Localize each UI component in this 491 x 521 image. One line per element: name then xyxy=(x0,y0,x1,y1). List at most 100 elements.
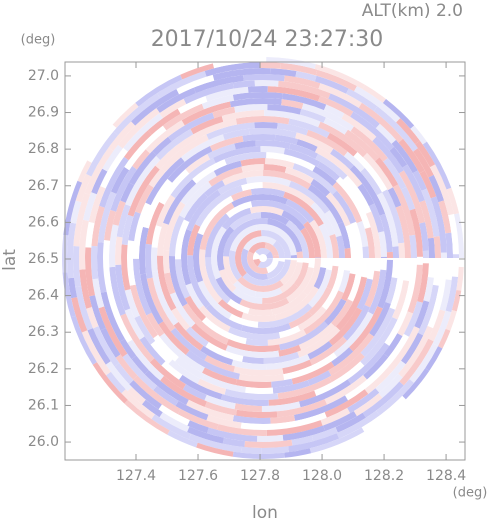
echo-cell xyxy=(295,71,317,82)
echo-cell xyxy=(326,265,339,290)
echo-cell xyxy=(382,189,405,244)
echo-cell xyxy=(187,426,224,444)
echo-cell xyxy=(337,221,351,249)
echo-cell xyxy=(266,354,310,370)
echo-cell xyxy=(207,143,236,160)
echo-cell xyxy=(343,175,372,214)
echo-cell xyxy=(284,448,311,458)
echo-cell xyxy=(155,194,176,227)
echo-cell xyxy=(308,269,332,308)
echo-cell xyxy=(315,257,322,258)
echo-cell xyxy=(427,291,444,329)
echo-cell xyxy=(124,289,140,318)
echo-cell xyxy=(112,102,139,128)
echo-cell xyxy=(202,374,246,393)
echo-cell xyxy=(223,218,268,257)
echo-cell xyxy=(291,435,314,446)
echo-cell xyxy=(129,380,162,410)
echo-cell xyxy=(200,345,234,366)
echo-cell xyxy=(419,200,434,239)
echo-cell xyxy=(148,168,166,188)
echo-field xyxy=(61,56,465,459)
altitude-label: ALT(km) 2.0 xyxy=(362,1,463,21)
echo-cell xyxy=(285,220,309,258)
echo-cell xyxy=(270,415,296,424)
echo-cell xyxy=(127,339,164,381)
echo-cell xyxy=(207,427,258,442)
echo-cell xyxy=(286,267,314,303)
echo-cell xyxy=(213,146,261,164)
echo-cell xyxy=(454,213,465,258)
echo-cell xyxy=(158,321,190,355)
echo-cell xyxy=(168,256,188,307)
echo-cell xyxy=(362,84,386,103)
echo-cell xyxy=(350,111,395,151)
echo-cell xyxy=(229,98,282,108)
echo-cell xyxy=(263,170,312,190)
echo-cell xyxy=(160,375,207,407)
echo-cell xyxy=(281,210,306,231)
echo-cell xyxy=(121,244,131,291)
echo-cell xyxy=(349,165,386,216)
echo-cell xyxy=(221,207,252,230)
echo-cell xyxy=(175,400,209,421)
echo-cell xyxy=(260,145,285,155)
echo-cell xyxy=(307,370,332,386)
echo-cell xyxy=(205,213,230,258)
echo-cell xyxy=(283,191,324,227)
echo-cell xyxy=(190,115,224,135)
echo-cell xyxy=(336,410,380,439)
echo-cell xyxy=(414,300,430,329)
echo-cell xyxy=(347,265,363,302)
echo-cell xyxy=(221,109,265,122)
echo-cell xyxy=(70,315,97,365)
echo-cell xyxy=(164,272,176,295)
echo-cell xyxy=(336,235,345,258)
echo-cell xyxy=(397,311,414,337)
echo-cell xyxy=(391,139,418,174)
echo-cell xyxy=(173,321,204,351)
echo-cell xyxy=(234,140,256,150)
echo-cell xyxy=(177,409,219,430)
echo-cell xyxy=(177,95,208,114)
echo-cell xyxy=(175,259,191,299)
echo-cell xyxy=(306,129,348,157)
echo-cell xyxy=(232,415,271,424)
echo-cell xyxy=(103,240,110,273)
echo-cell xyxy=(197,195,234,236)
echo-cell xyxy=(75,173,92,203)
y-tick-label: 26.5 xyxy=(28,251,59,267)
echo-cell xyxy=(331,347,354,367)
echo-cell xyxy=(323,117,348,135)
echo-cell xyxy=(131,355,149,375)
echo-cell xyxy=(272,380,310,394)
echo-cell xyxy=(315,69,357,92)
echo-cell xyxy=(67,222,77,279)
echo-cell xyxy=(430,164,454,216)
echo-cell xyxy=(204,355,235,373)
echo-cell xyxy=(270,68,297,77)
echo-cell xyxy=(225,201,253,218)
echo-cell xyxy=(241,323,291,335)
echo-cell xyxy=(159,333,205,373)
echo-cell xyxy=(197,280,232,320)
echo-cell xyxy=(254,80,279,87)
echo-cell xyxy=(245,386,274,394)
echo-cell xyxy=(362,381,404,418)
echo-cell xyxy=(318,223,333,258)
echo-cell xyxy=(456,266,464,291)
echo-cell xyxy=(216,424,267,437)
echo-cell xyxy=(278,80,331,99)
echo-cell xyxy=(239,297,290,311)
echo-cell xyxy=(413,148,434,178)
echo-cell xyxy=(149,358,186,390)
echo-cell xyxy=(181,101,232,126)
echo-cell xyxy=(445,276,459,313)
echo-cell xyxy=(323,411,357,432)
echo-cell xyxy=(228,326,281,340)
echo-cell xyxy=(260,61,281,69)
echo-cell xyxy=(325,192,351,227)
echo-cell xyxy=(89,295,106,331)
echo-cell xyxy=(332,190,357,224)
echo-cell xyxy=(296,139,318,153)
